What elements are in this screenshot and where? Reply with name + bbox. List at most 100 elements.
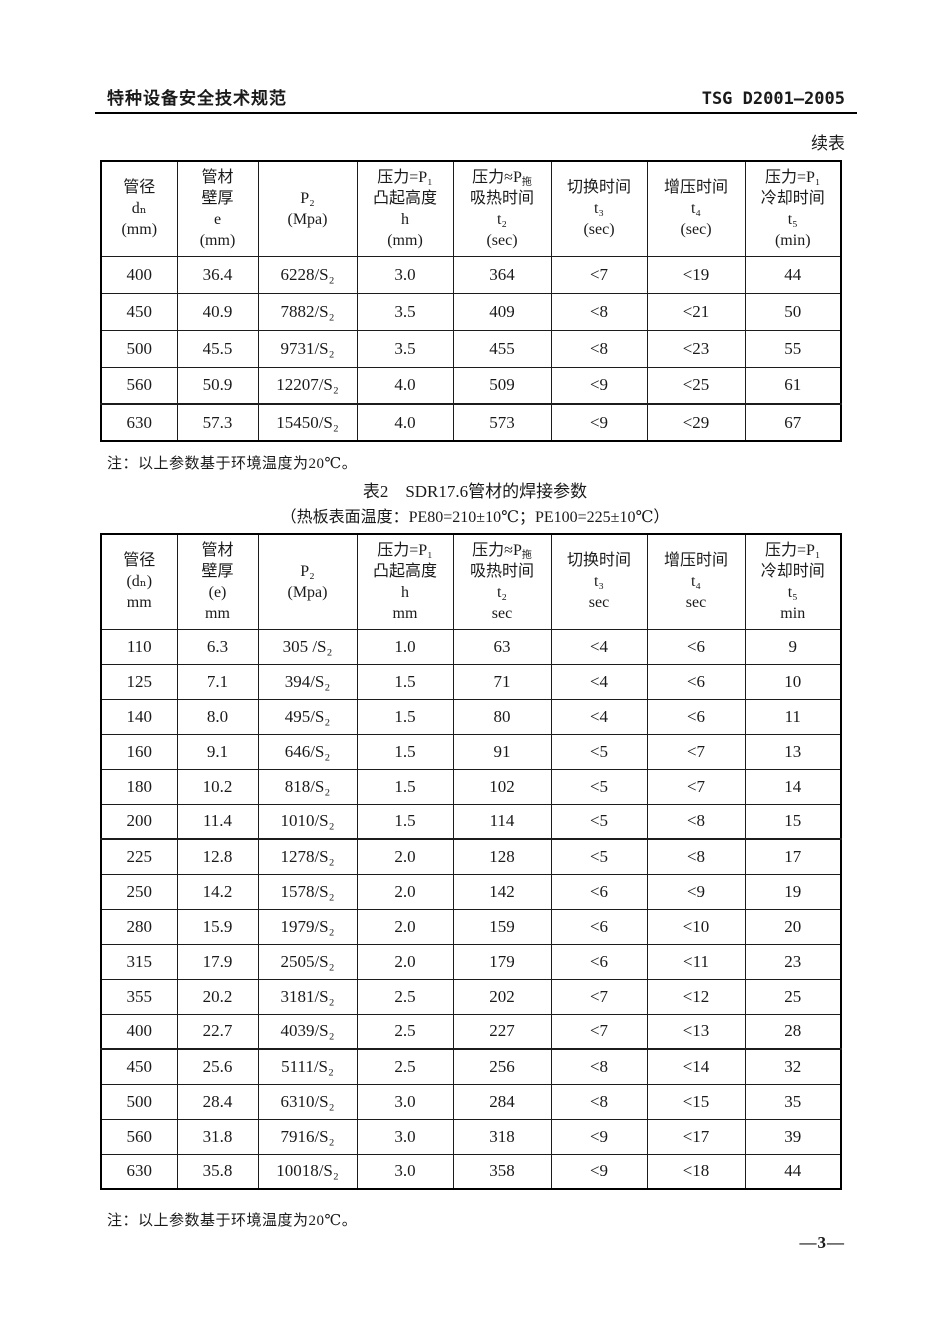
table-cell: 1.5 (356, 663, 454, 700)
column-header: 压力=P₁ 凸起高度 h (mm) (356, 160, 454, 257)
table-cell: <9 (550, 1153, 648, 1190)
table-cell: 6310/S₂ (257, 1083, 358, 1120)
table-cell: 9731/S₂ (257, 329, 358, 368)
table-cell: 35 (744, 1083, 842, 1120)
table-row: 630 35.8 10018/S₂ 3.0 358 <9 <18 44 (100, 1153, 842, 1190)
header-row: 管径 (dₙ) mm 管材 壁厚 (e) mm P₂ (Mpa) 压力=P₁ 凸起高度 h mm 压力≈P… (100, 533, 842, 630)
column-header: 压力=P₁ 冷却时间 t₅ (min) (744, 160, 842, 257)
table-row: 355 20.2 3181/S₂ 2.5 202 <7 <12 25 (100, 978, 842, 1015)
table-cell: 15.9 (176, 908, 259, 945)
table-cell: 44 (744, 255, 842, 294)
table-cell: 630 (100, 1153, 178, 1190)
table-cell: 25 (744, 978, 842, 1015)
table-cell: 63 (452, 628, 552, 665)
table-cell: <8 (550, 1083, 648, 1120)
table-row: 160 9.1 646/S₂ 1.5 91 <5 <7 13 (100, 733, 842, 770)
table-cell: 818/S₂ (257, 768, 358, 805)
table-cell: 28 (744, 1013, 842, 1050)
page-number: —3— (799, 1233, 845, 1252)
table-cell: <7 (550, 978, 648, 1015)
table-cell: 409 (452, 292, 552, 331)
table-cell: 11.4 (176, 803, 259, 840)
table-cell: 9.1 (176, 733, 259, 770)
table-cell: 394/S₂ (257, 663, 358, 700)
table-cell: 500 (100, 1083, 178, 1120)
table-cell: 114 (452, 803, 552, 840)
table-cell: 1.5 (356, 733, 454, 770)
table-cell: 1278/S₂ (257, 838, 358, 875)
table-cell: 14.2 (176, 873, 259, 910)
table-cell: 225 (100, 838, 178, 875)
table-row: 315 17.9 2505/S₂ 2.0 179 <6 <11 23 (100, 943, 842, 980)
table-cell: 646/S₂ (257, 733, 358, 770)
table-cell: 400 (100, 255, 178, 294)
table-cell: 284 (452, 1083, 552, 1120)
header-title: 特种设备安全技术规范 (107, 89, 287, 108)
table-cell: <13 (646, 1013, 746, 1050)
column-header: P₂ (Mpa) (257, 160, 358, 257)
table-cell: <6 (550, 943, 648, 980)
table-cell: 280 (100, 908, 178, 945)
table-cell: 179 (452, 943, 552, 980)
table-cell: 12.8 (176, 838, 259, 875)
table-row: 200 11.4 1010/S₂ 1.5 114 <5 <8 15 (100, 803, 842, 840)
column-header: 压力≈P拖 吸热时间 t₂ (sec) (452, 160, 552, 257)
table-cell: 4.0 (356, 366, 454, 405)
table-cell: 61 (744, 366, 842, 405)
table-cell: <7 (646, 733, 746, 770)
table-cell: 50 (744, 292, 842, 331)
table-cell: 91 (452, 733, 552, 770)
table-cell: 509 (452, 366, 552, 405)
table-row: 560 50.9 12207/S₂ 4.0 509 <9 <25 61 (100, 366, 842, 405)
table-cell: 455 (452, 329, 552, 368)
table-cell: 3.0 (356, 1118, 454, 1155)
table-cell: 19 (744, 873, 842, 910)
table-cell: 80 (452, 698, 552, 735)
table2-caption-subtitle: （热板表面温度：PE80=210±10℃；PE100=225±10℃） (280, 509, 670, 526)
table-cell: 11 (744, 698, 842, 735)
table-cell: <21 (646, 292, 746, 331)
document-header: 特种设备安全技术规范 TSG D2001—2005 (107, 84, 845, 109)
table-row: 400 36.4 6228/S₂ 3.0 364 <7 <19 44 (100, 255, 842, 294)
table-cell: 39 (744, 1118, 842, 1155)
table-cell: 23 (744, 943, 842, 980)
table-cell: 358 (452, 1153, 552, 1190)
table2-caption-title: 表2 SDR17.6管材的焊接参数 (362, 482, 588, 501)
table1-note: 注：以上参数基于环境温度为20℃。 (107, 456, 358, 472)
table-row: 225 12.8 1278/S₂ 2.0 128 <5 <8 17 (100, 838, 842, 875)
table1-header: 管径 dₙ (mm) 管材 壁厚 e (mm) P₂ (Mpa) 压力=P₁ 凸起高度 h (mm) 压力… (100, 160, 842, 257)
table-cell: <6 (646, 663, 746, 700)
table-row: 140 8.0 495/S₂ 1.5 80 <4 <6 11 (100, 698, 842, 735)
table-cell: 315 (100, 943, 178, 980)
table-cell: 2.0 (356, 873, 454, 910)
table-cell: 2505/S₂ (257, 943, 358, 980)
table-cell: <4 (550, 663, 648, 700)
table2-body: 110 6.3 305 /S₂ 1.0 63 <4 <6 9 125 7.1 394/S₂ 1.5 71… (100, 628, 842, 1190)
table-cell: <23 (646, 329, 746, 368)
table-cell: <7 (550, 255, 648, 294)
table-cell: <4 (550, 698, 648, 735)
table-cell: 10 (744, 663, 842, 700)
table-cell: <6 (550, 908, 648, 945)
table-cell: 140 (100, 698, 178, 735)
table-row: 500 45.5 9731/S₂ 3.5 455 <8 <23 55 (100, 329, 842, 368)
table-cell: <9 (550, 1118, 648, 1155)
column-header: 管材 壁厚 e (mm) (176, 160, 259, 257)
header-rule (95, 112, 857, 114)
column-header: 增压时间 t₄ (sec) (646, 160, 746, 257)
column-header: 压力≈P拖 吸热时间 t₂ sec (452, 533, 552, 630)
table-cell: 1979/S₂ (257, 908, 358, 945)
table-cell: 560 (100, 1118, 178, 1155)
table-cell: 1.5 (356, 698, 454, 735)
table-cell: 305 /S₂ (257, 628, 358, 665)
table-row: 500 28.4 6310/S₂ 3.0 284 <8 <15 35 (100, 1083, 842, 1120)
table-cell: 1.5 (356, 803, 454, 840)
table-cell: <25 (646, 366, 746, 405)
table1-body: 400 36.4 6228/S₂ 3.0 364 <7 <19 44 450 40.9 7882/S… (100, 255, 842, 442)
table-cell: 4039/S₂ (257, 1013, 358, 1050)
table-row: 450 40.9 7882/S₂ 3.5 409 <8 <21 50 (100, 292, 842, 331)
table2-sdr176-welding-parameters: 管径 (dₙ) mm 管材 壁厚 (e) mm P₂ (Mpa) 压力=P₁ 凸起高度 h mm 压力≈P… (100, 533, 842, 1190)
table-cell: 1.0 (356, 628, 454, 665)
table-cell: 1578/S₂ (257, 873, 358, 910)
